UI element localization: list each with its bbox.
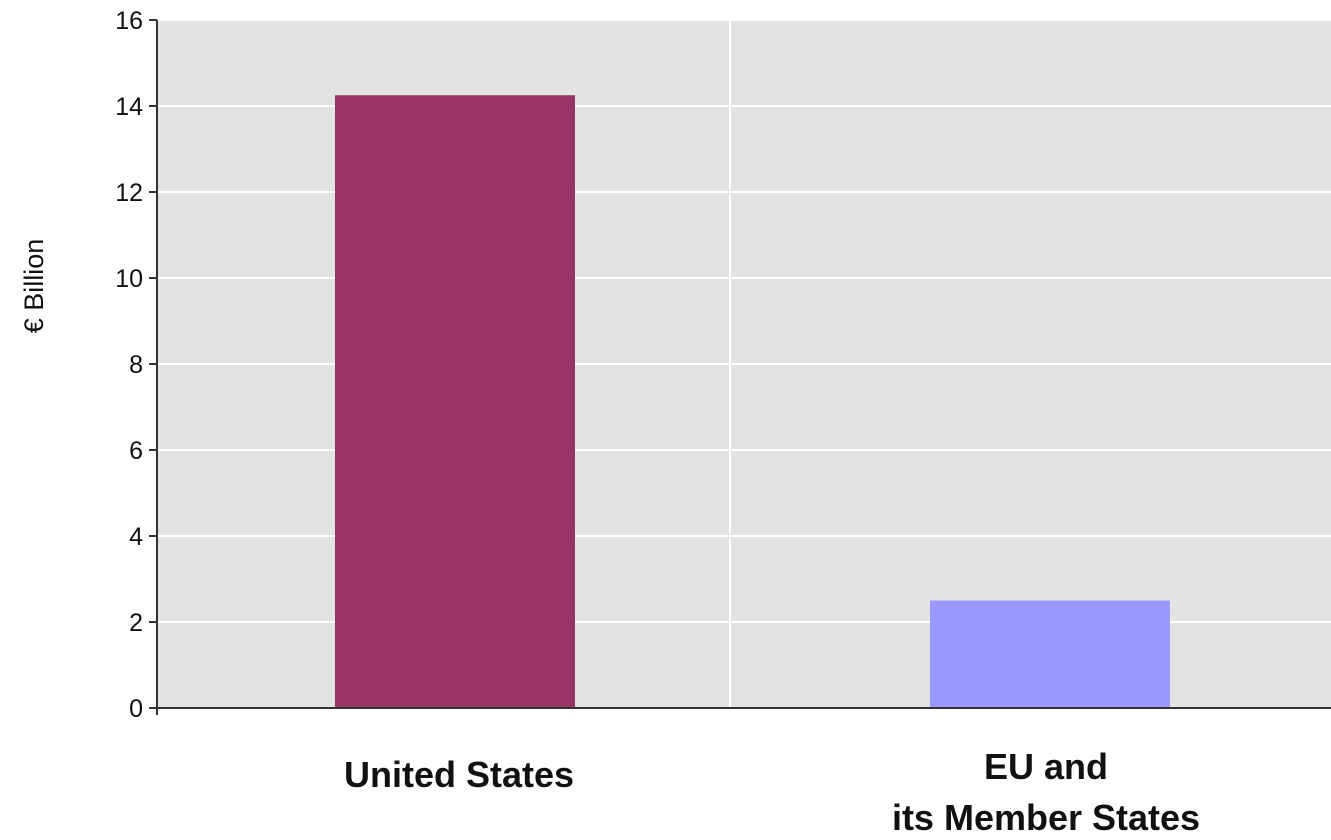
bars: [335, 95, 1170, 708]
y-tick-label-6: 6: [129, 437, 143, 465]
y-tick-label-14: 14: [115, 93, 143, 121]
y-tick-label-8: 8: [129, 351, 143, 379]
y-tick-label-0: 0: [129, 695, 143, 723]
bar-1: [930, 600, 1170, 708]
x-category-label-line: its Member States: [892, 797, 1200, 838]
y-tick-label-4: 4: [129, 523, 143, 551]
x-axis-labels: United States EU and its Member States: [344, 746, 1200, 838]
bar-0: [335, 95, 575, 708]
y-tick-label-16: 16: [115, 7, 143, 35]
y-axis-ticks: 0 2 4 6 8 10 12 14 16: [115, 7, 157, 723]
y-axis-title: € Billion: [19, 239, 49, 334]
y-tick-label-12: 12: [115, 179, 143, 207]
x-category-label-line: United States: [344, 754, 574, 795]
y-tick-label-2: 2: [129, 609, 143, 637]
y-tick-label-10: 10: [115, 265, 143, 293]
x-category-label-0: United States: [344, 754, 574, 795]
axes: [156, 20, 1331, 715]
x-category-label-1: EU and its Member States: [892, 746, 1200, 838]
x-category-label-line: EU and: [984, 746, 1108, 787]
